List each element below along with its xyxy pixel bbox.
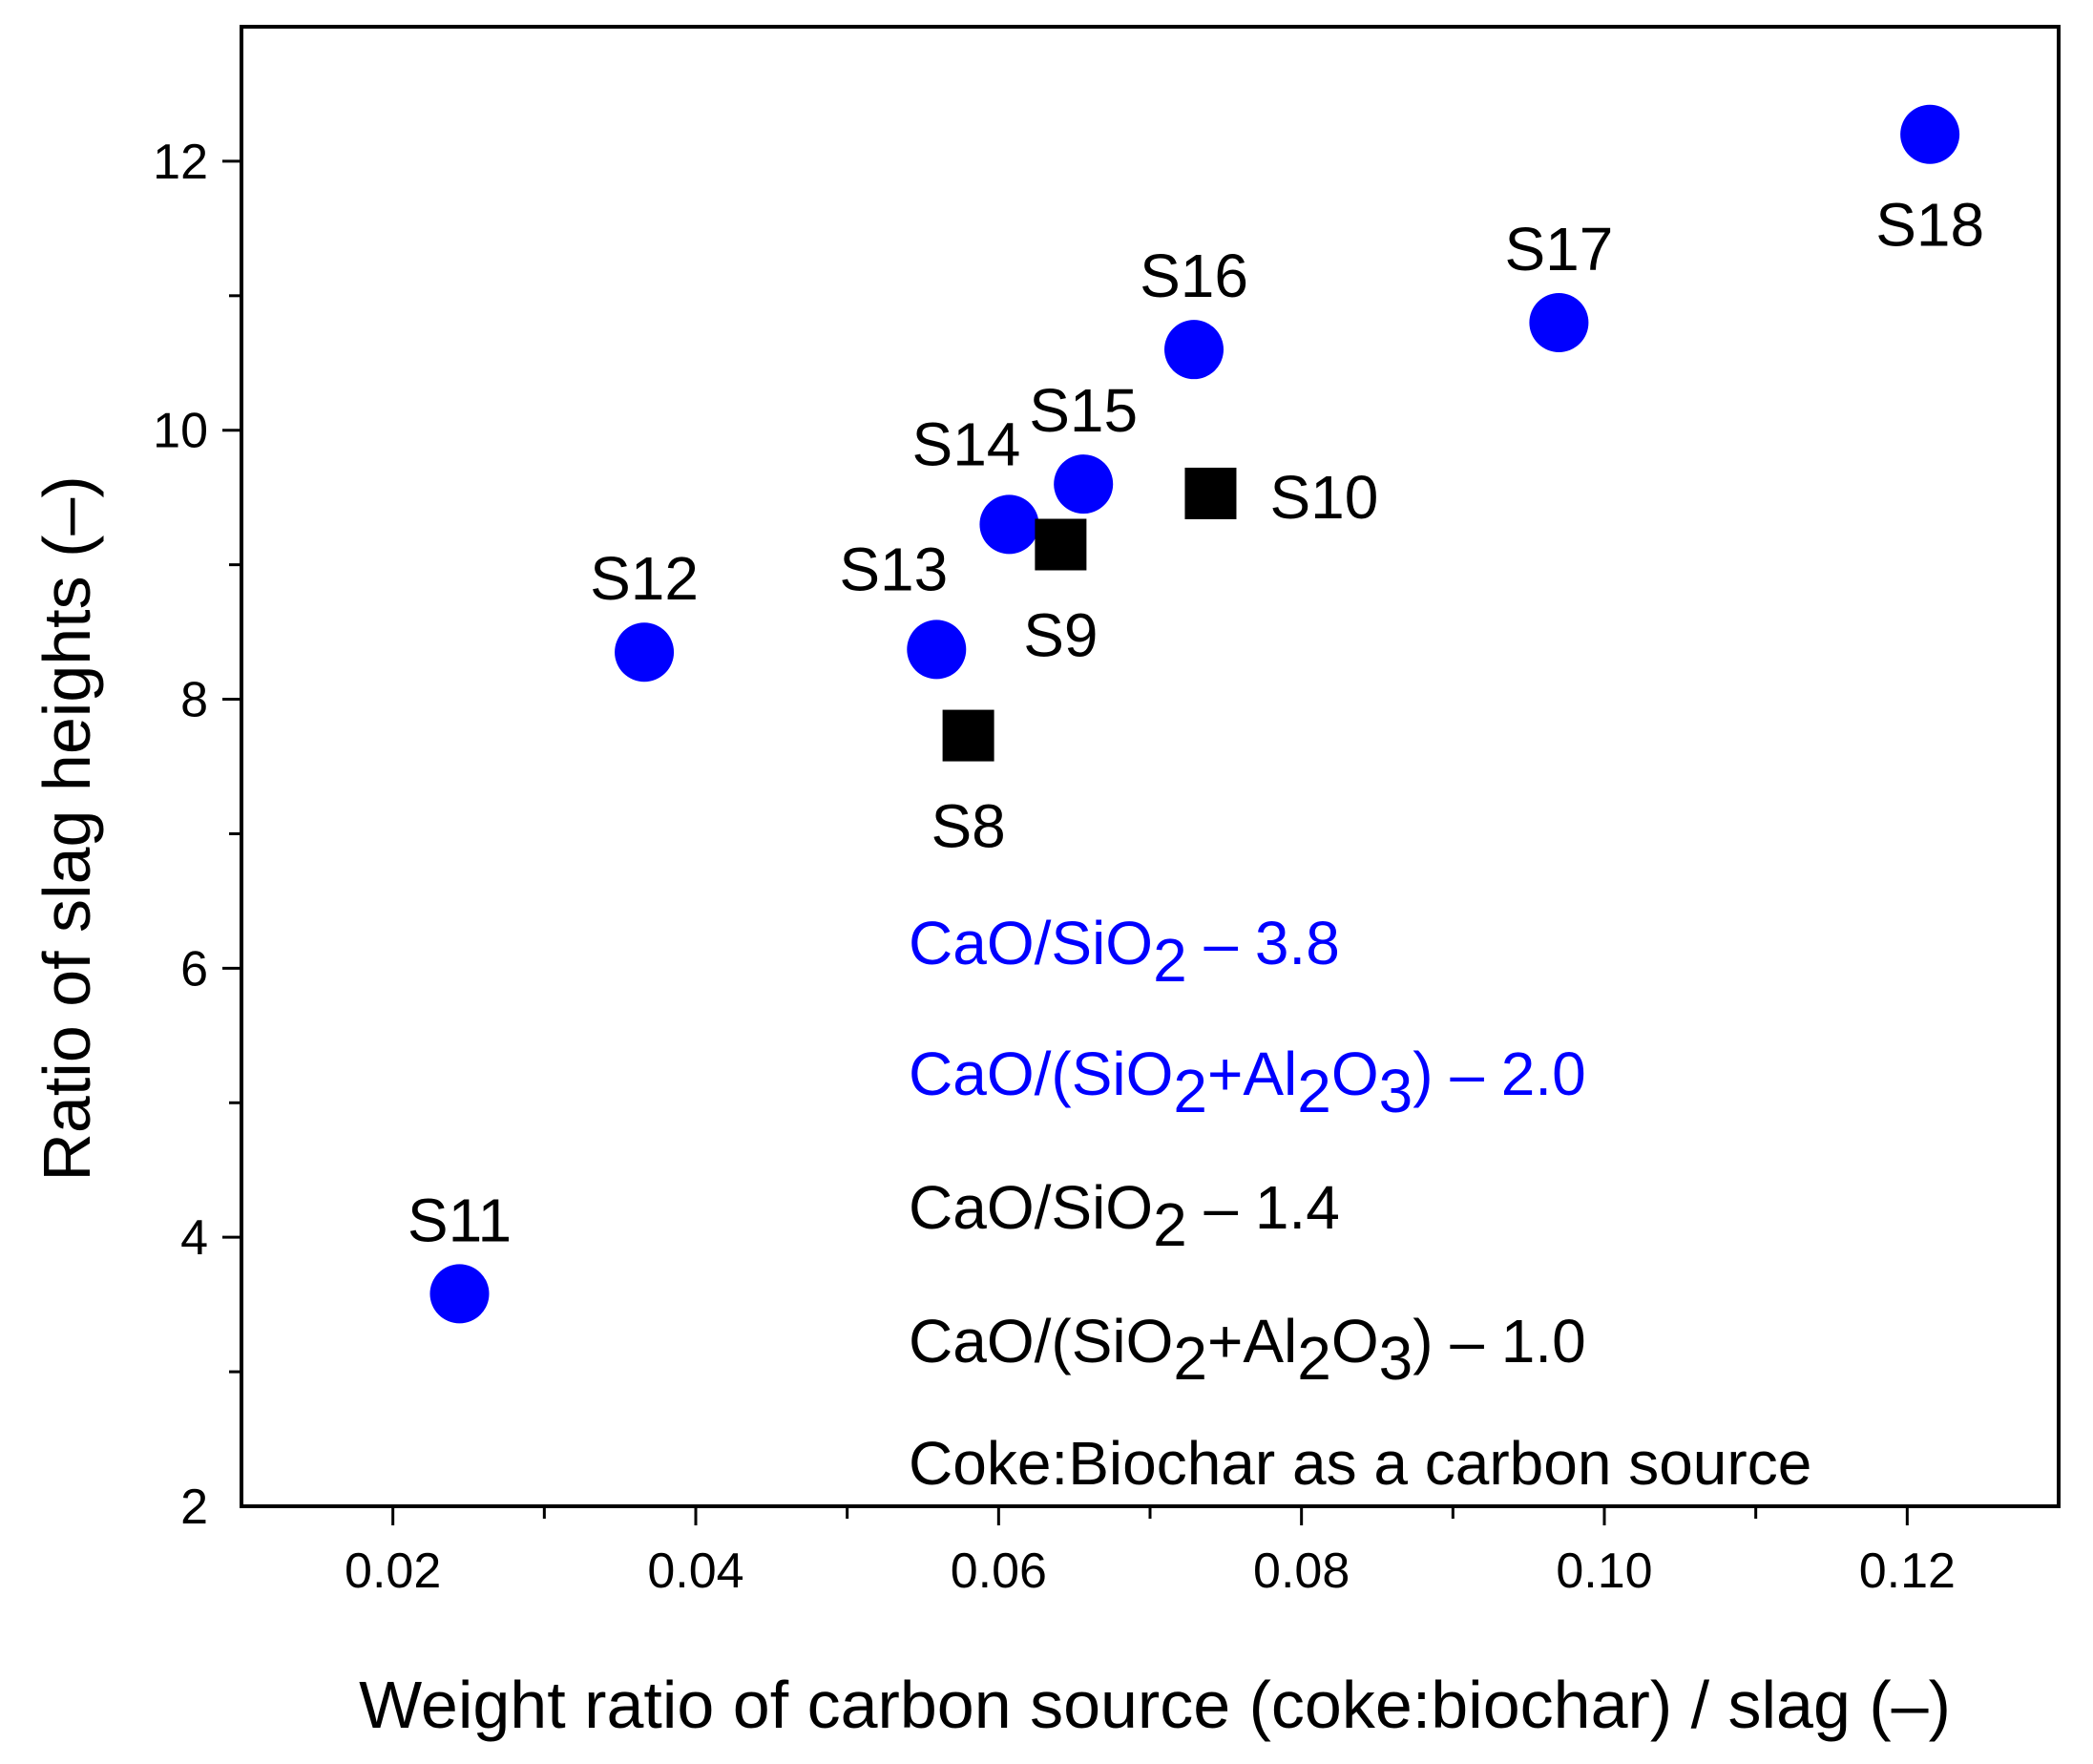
annotation-text: O — [1331, 1040, 1379, 1108]
y-tick-label: 10 — [153, 404, 208, 459]
x-tick-label: 0.06 — [951, 1544, 1047, 1599]
y-tick-label: 2 — [180, 1480, 208, 1535]
annotation-line-3: CaO/SiO2 – 1.4 — [909, 1173, 1340, 1259]
circle-marker-s14 — [979, 494, 1039, 555]
annotation-text: CaO/(SiO — [909, 1307, 1173, 1376]
point-label-s18: S18 — [1875, 191, 1984, 260]
annotation-text: +Al — [1207, 1040, 1297, 1108]
x-tick-label: 0.12 — [1859, 1544, 1956, 1599]
circle-marker-s15 — [1054, 454, 1114, 514]
square-marker-s9 — [1035, 518, 1087, 571]
subscript: 3 — [1379, 1324, 1413, 1393]
y-axis-label: Ratio of slag heights (–) — [30, 475, 104, 1181]
subscript: 2 — [1297, 1324, 1331, 1393]
y-tick-label: 8 — [180, 673, 208, 728]
subscript: 2 — [1173, 1057, 1207, 1125]
point-label-s16: S16 — [1140, 242, 1248, 310]
x-tick-label: 0.10 — [1556, 1544, 1652, 1599]
point-label-s10: S10 — [1269, 463, 1378, 532]
circle-marker-s16 — [1164, 320, 1224, 380]
annotation-line-5: Coke:Biochar as a carbon source — [909, 1429, 1811, 1498]
point-label-s9: S9 — [1023, 601, 1098, 670]
point-label-s8: S8 — [931, 792, 1005, 861]
point-label-s13: S13 — [839, 535, 948, 603]
y-tick-label: 6 — [180, 941, 208, 997]
annotation-text: ) – 2.0 — [1413, 1040, 1585, 1108]
point-label-s11: S11 — [408, 1186, 512, 1254]
annotation-line-4: CaO/(SiO2+Al2O3) – 1.0 — [909, 1307, 1586, 1393]
circle-marker-s13 — [907, 620, 967, 680]
subscript: 2 — [1153, 926, 1187, 995]
circle-marker-s11 — [429, 1264, 490, 1324]
annotation-text: CaO/(SiO — [909, 1040, 1173, 1108]
point-label-s12: S12 — [590, 544, 699, 613]
x-tick-label: 0.02 — [345, 1544, 441, 1599]
point-label-s17: S17 — [1504, 215, 1613, 284]
annotation-text: Coke:Biochar as a carbon source — [909, 1429, 1811, 1498]
annotation-text: CaO/SiO — [909, 1173, 1153, 1242]
annotation-text: O — [1331, 1307, 1379, 1376]
point-label-s14: S14 — [912, 410, 1021, 478]
data-points-group — [429, 104, 1960, 1324]
point-label-s15: S15 — [1029, 376, 1138, 445]
subscript: 3 — [1379, 1057, 1413, 1125]
square-marker-s10 — [1184, 467, 1237, 519]
circle-marker-s17 — [1529, 293, 1589, 352]
y-tick-label: 4 — [180, 1210, 208, 1266]
annotation-text: +Al — [1207, 1307, 1297, 1376]
annotation-text: CaO/SiO — [909, 909, 1153, 977]
subscript: 2 — [1173, 1324, 1207, 1393]
subscript: 2 — [1297, 1057, 1331, 1125]
annotation-text: – 3.8 — [1187, 909, 1340, 977]
axes-group: 0.02 0.04 0.06 0.08 0.10 0.12 2 4 6 8 10 12 — [153, 25, 2061, 1599]
x-axis-label: Weight ratio of carbon source (coke:bioc… — [359, 1668, 1951, 1742]
circle-marker-s12 — [615, 622, 675, 682]
annotation-line-2: CaO/(SiO2+Al2O3) – 2.0 — [909, 1040, 1586, 1125]
annotation-text: – 1.4 — [1187, 1173, 1340, 1242]
x-tick-label: 0.04 — [647, 1544, 743, 1599]
square-marker-s8 — [942, 709, 994, 762]
annotation-line-1: CaO/SiO2 – 3.8 — [909, 909, 1340, 995]
annotation-text: ) – 1.0 — [1413, 1307, 1585, 1376]
x-tick-label: 0.08 — [1253, 1544, 1350, 1599]
y-tick-label: 12 — [153, 135, 208, 190]
circle-marker-s18 — [1900, 104, 1960, 164]
subscript: 2 — [1153, 1190, 1187, 1259]
